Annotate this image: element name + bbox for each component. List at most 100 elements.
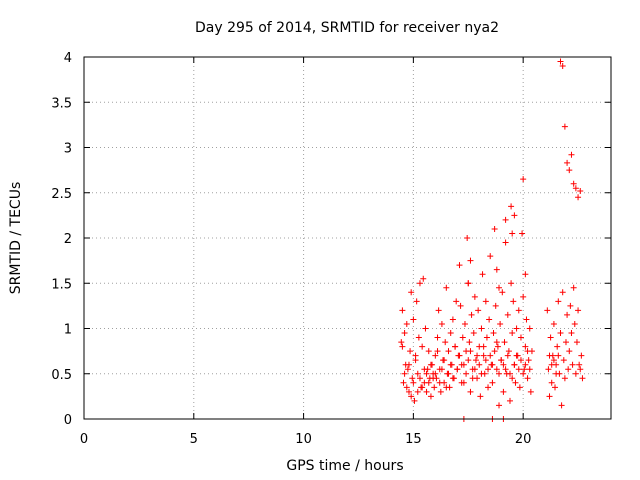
data-point (508, 280, 515, 287)
x-tick-label: 0 (80, 432, 88, 447)
data-point (432, 352, 439, 359)
data-point (458, 379, 465, 386)
data-point (564, 311, 571, 318)
data-point (474, 352, 481, 359)
data-point (471, 293, 478, 300)
data-point (475, 307, 482, 314)
data-point (443, 384, 450, 391)
data-point (517, 334, 524, 341)
data-point (524, 375, 531, 382)
data-point (441, 357, 448, 364)
data-point (423, 388, 430, 395)
data-point (519, 230, 526, 237)
data-point (511, 361, 518, 368)
data-point (467, 388, 474, 395)
y-axis-label: SRMTID / TECUs (8, 182, 24, 295)
data-point (434, 334, 441, 341)
data-point (554, 343, 561, 350)
data-point (520, 293, 527, 300)
data-point (573, 339, 580, 346)
data-point (526, 325, 533, 332)
y-tick-label: 4 (64, 51, 72, 66)
data-point (513, 325, 520, 332)
data-point (401, 330, 408, 337)
data-point (427, 361, 434, 368)
data-point (568, 151, 575, 158)
data-point (572, 185, 579, 192)
data-point (575, 307, 582, 314)
data-point (498, 357, 505, 364)
y-tick-label: 2 (64, 232, 72, 247)
data-point (523, 316, 530, 323)
data-point (501, 339, 508, 346)
data-point (515, 307, 522, 314)
x-tick-label: 10 (295, 432, 312, 447)
data-point (522, 271, 529, 278)
y-tick-label: 0.5 (51, 368, 72, 383)
data-point (442, 339, 449, 346)
y-tick-label: 2.5 (51, 187, 72, 202)
data-point (427, 393, 434, 400)
data-point (460, 361, 467, 368)
data-point (489, 379, 496, 386)
data-point (399, 343, 406, 350)
data-point (579, 375, 586, 382)
data-point (502, 216, 509, 223)
data-point (497, 320, 504, 327)
data-point (557, 58, 564, 65)
data-point (480, 352, 487, 359)
data-point (422, 325, 429, 332)
data-point (435, 307, 442, 314)
data-point (499, 289, 506, 296)
data-point (472, 357, 479, 364)
data-point (509, 375, 516, 382)
data-point (521, 366, 528, 373)
data-point (578, 352, 585, 359)
data-point (465, 280, 472, 287)
data-point (416, 375, 423, 382)
data-point (456, 262, 463, 269)
data-point (432, 370, 439, 377)
data-point (485, 384, 492, 391)
data-point (467, 257, 474, 264)
data-point (431, 384, 438, 391)
data-point (568, 330, 575, 337)
data-point (398, 339, 405, 346)
data-point (515, 366, 522, 373)
data-point (425, 379, 432, 386)
plot-frame (83, 56, 612, 420)
data-point (454, 366, 461, 373)
data-point (447, 361, 454, 368)
data-point (434, 348, 441, 355)
data-point (416, 280, 423, 287)
data-point (457, 302, 464, 309)
data-point (466, 339, 473, 346)
data-point (509, 330, 516, 337)
data-point (408, 289, 415, 296)
data-point (520, 176, 527, 183)
data-point (476, 361, 483, 368)
data-point (504, 352, 511, 359)
data-point (494, 343, 501, 350)
data-point (527, 388, 534, 395)
data-point (524, 348, 531, 355)
data-point (467, 348, 474, 355)
data-point (456, 352, 463, 359)
data-point (415, 334, 422, 341)
data-point (552, 384, 559, 391)
plot-grid (84, 57, 611, 419)
data-point (470, 330, 477, 337)
data-point (407, 348, 414, 355)
data-point (559, 289, 566, 296)
data-point (502, 239, 509, 246)
data-point (516, 384, 523, 391)
data-point (412, 352, 419, 359)
y-tick-label: 3.5 (51, 96, 72, 111)
data-point (546, 393, 553, 400)
data-point (487, 352, 494, 359)
data-point (576, 361, 583, 368)
data-point (555, 298, 562, 305)
data-point (487, 253, 494, 260)
data-point (509, 230, 516, 237)
